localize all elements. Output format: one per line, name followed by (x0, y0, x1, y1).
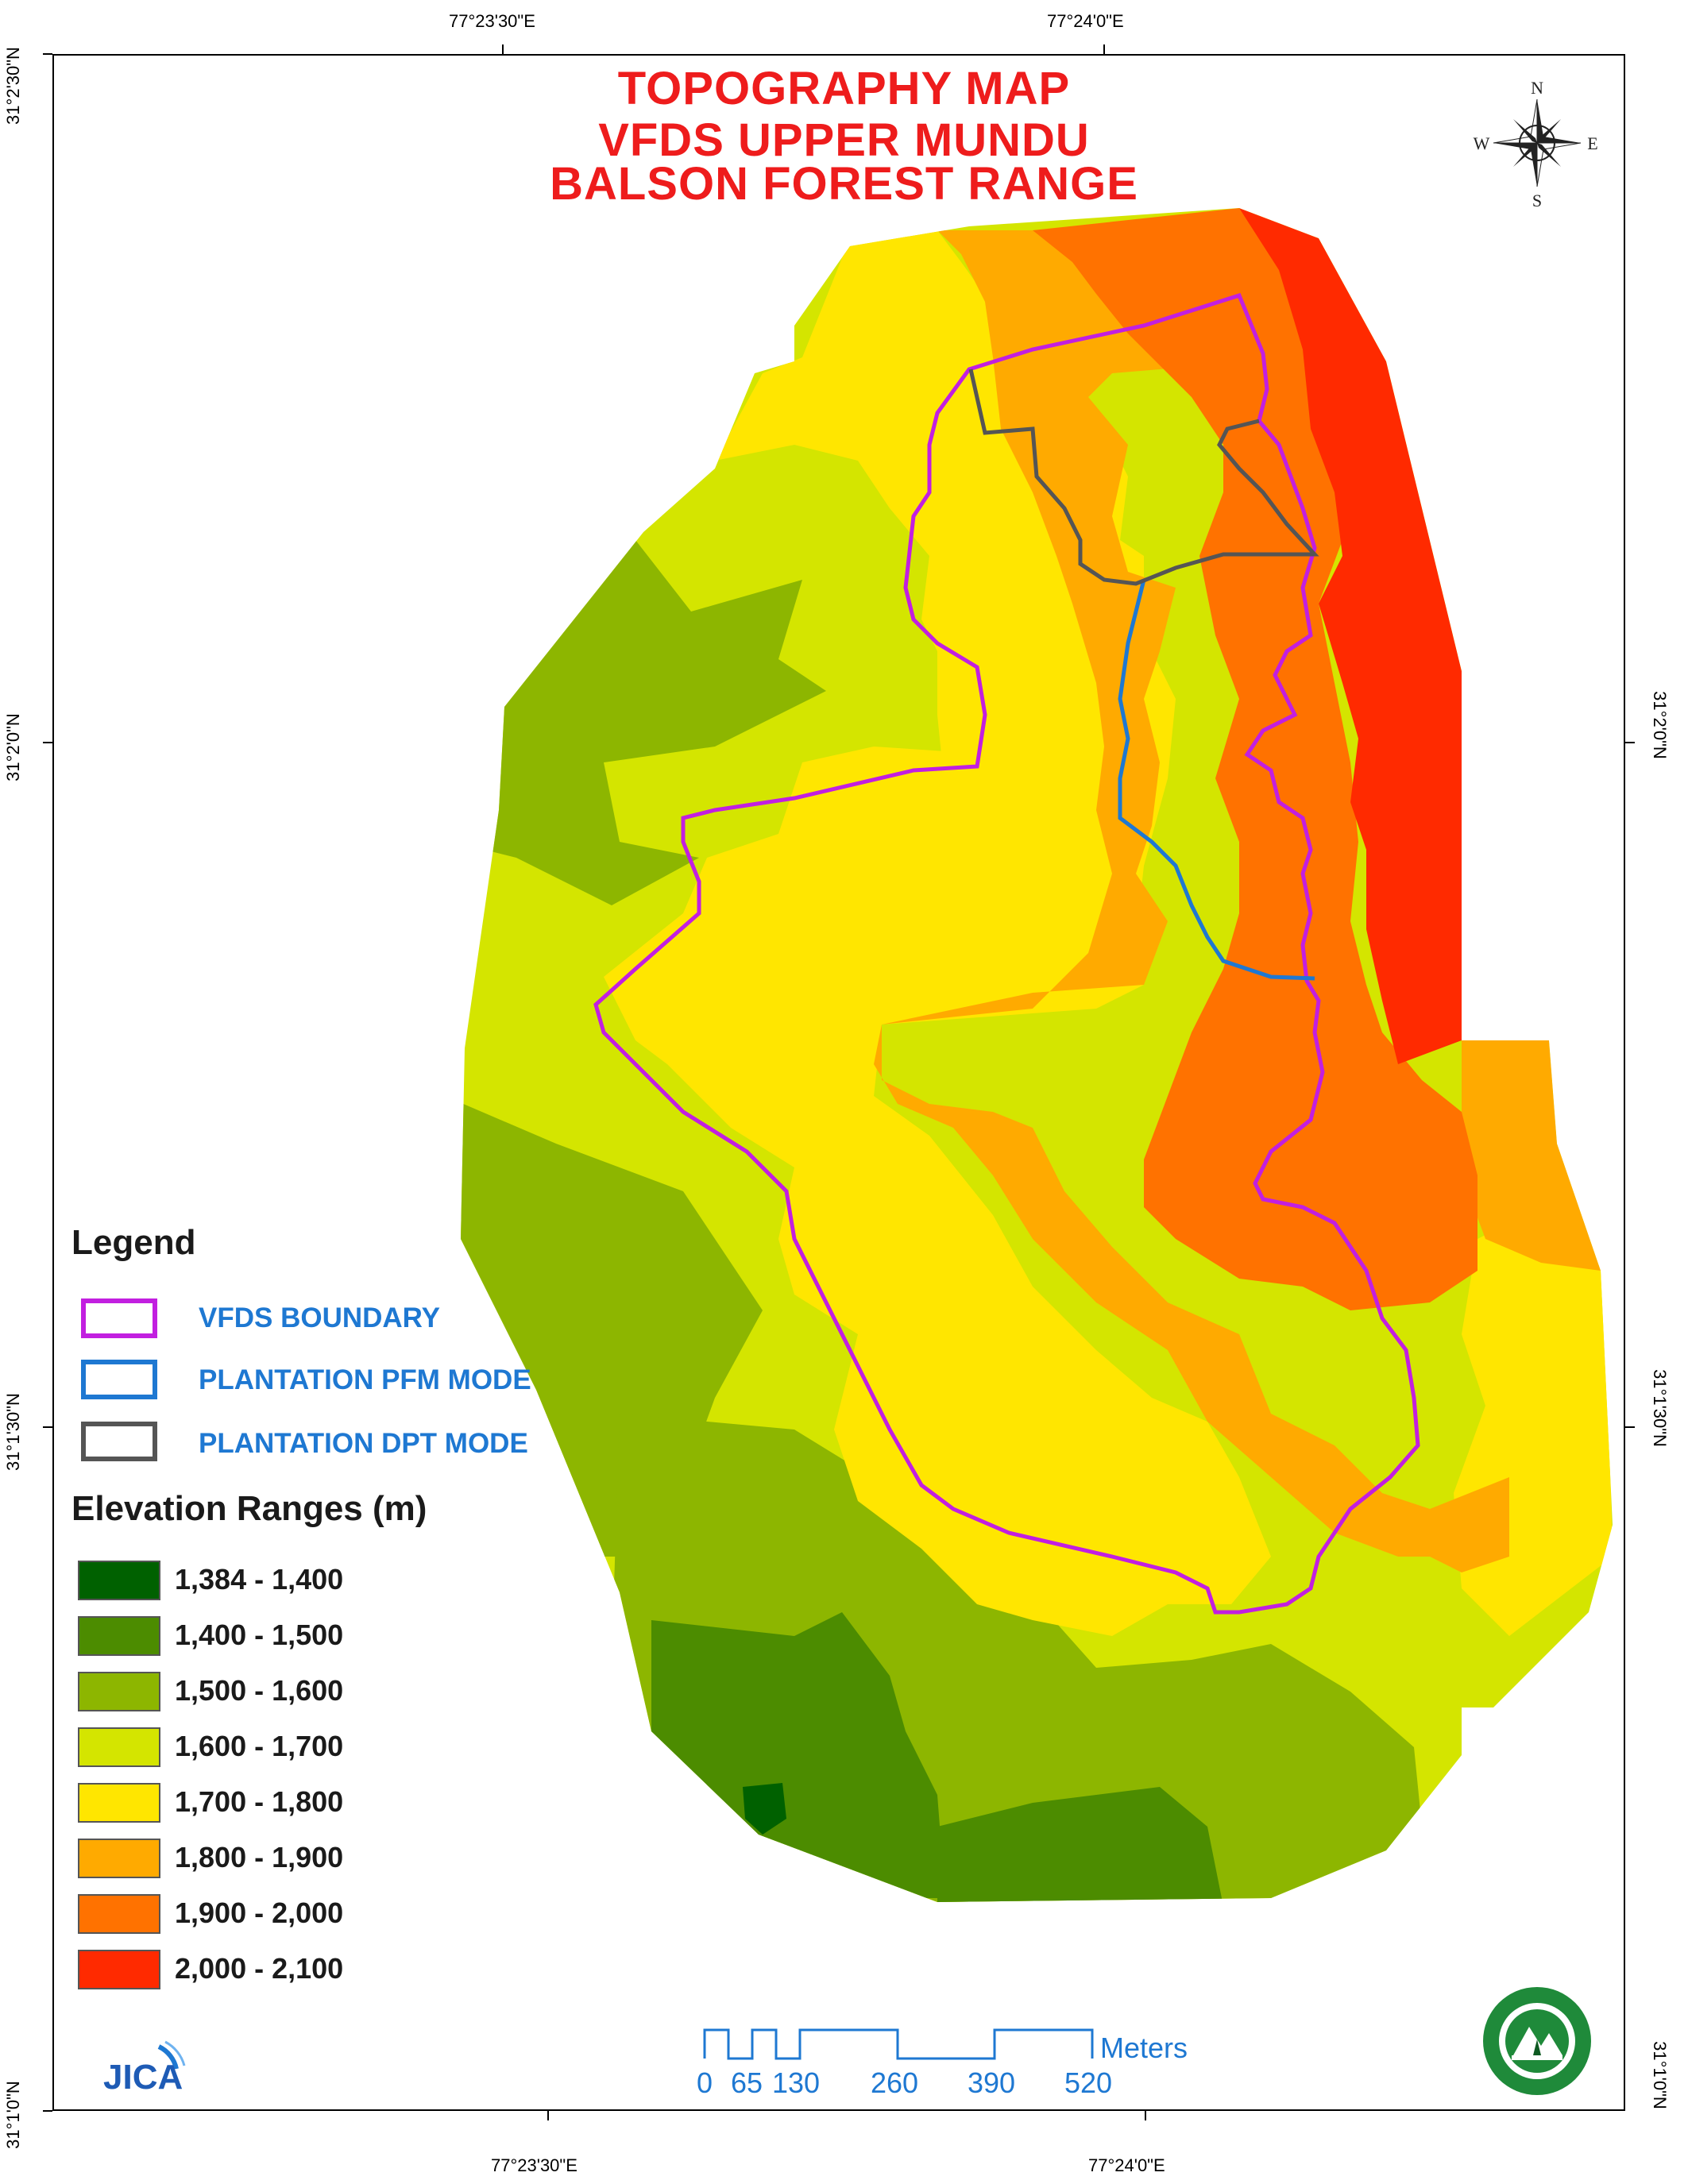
scale-tick-label: 520 (1064, 2066, 1113, 2099)
elevation-swatch (78, 1839, 160, 1878)
svg-text:JICA: JICA (103, 2058, 183, 2097)
coord-bottom-2: 77°24'0"E (1088, 2155, 1165, 2175)
coord-bottom-1: 77°23'30"E (491, 2155, 577, 2175)
elevation-swatch (78, 1783, 160, 1823)
svg-text:W: W (1474, 133, 1490, 153)
elevation-swatch (78, 1727, 160, 1767)
elevation-label: 1,384 - 1,400 (175, 1563, 344, 1596)
jica-logo-icon: JICA (103, 2040, 186, 2097)
elevation-label: 1,500 - 1,600 (175, 1674, 344, 1707)
plantation-dpt-boundary (968, 369, 1319, 586)
legend-swatch-dpt (81, 1422, 157, 1461)
map-frame (52, 54, 1625, 2111)
coord-top-2: 77°24'0"E (1047, 11, 1124, 31)
scale-tick-label: 390 (968, 2066, 1016, 2099)
plantation-pfm-boundary (1118, 579, 1315, 981)
svg-text:E: E (1587, 133, 1597, 153)
scale-bar (703, 2028, 1094, 2060)
elevation-surface (461, 208, 1613, 1902)
svg-text:S: S (1532, 191, 1542, 210)
legend-title: Legend (71, 1223, 196, 1262)
elevation-label: 1,400 - 1,500 (175, 1619, 344, 1651)
scale-tick-label: 130 (772, 2066, 821, 2099)
elevation-ranges-title: Elevation Ranges (m) (71, 1489, 427, 1528)
scale-tick-label: 0 (697, 2066, 713, 2099)
scale-tick-label: 65 (731, 2066, 763, 2099)
elevation-label: 2,000 - 2,100 (175, 1952, 344, 1985)
coord-top-1: 77°23'30"E (449, 11, 535, 31)
map-title-line-3: BALSON FOREST RANGE (550, 158, 1138, 210)
elevation-label: 1,900 - 2,000 (175, 1897, 344, 1929)
scale-tick-label: 260 (871, 2066, 919, 2099)
scale-unit-label: Meters (1100, 2032, 1188, 2064)
elevation-label: 1,800 - 1,900 (175, 1841, 344, 1873)
legend-label-dpt: PLANTATION DPT MODE (199, 1428, 528, 1459)
legend-label-pfm: PLANTATION PFM MODE (199, 1364, 531, 1395)
elevation-swatch (78, 1616, 160, 1656)
elevation-swatch (78, 1894, 160, 1934)
legend-swatch-vfds (81, 1298, 157, 1338)
vfds-boundary (593, 292, 1420, 1615)
legend-swatch-pfm (81, 1360, 157, 1399)
elevation-swatch (78, 1950, 160, 1989)
forest-department-emblem-icon (1483, 1987, 1591, 2095)
map-title-line-1: TOPOGRAPHY MAP (617, 63, 1071, 114)
elevation-swatch (78, 1561, 160, 1600)
frame-ticks (43, 44, 1635, 2120)
elevation-label: 1,700 - 1,800 (175, 1785, 344, 1818)
svg-text:N: N (1531, 78, 1543, 98)
elevation-swatch (78, 1672, 160, 1711)
compass-rose-icon: N S E W (1474, 78, 1598, 210)
legend-label-vfds: VFDS BOUNDARY (199, 1302, 440, 1333)
map-title-line-2: VFDS UPPER MUNDU (598, 114, 1090, 166)
legend: Legend VFDS BOUNDARY PLANTATION PFM MODE… (71, 1223, 628, 1989)
elevation-label: 1,600 - 1,700 (175, 1730, 344, 1762)
